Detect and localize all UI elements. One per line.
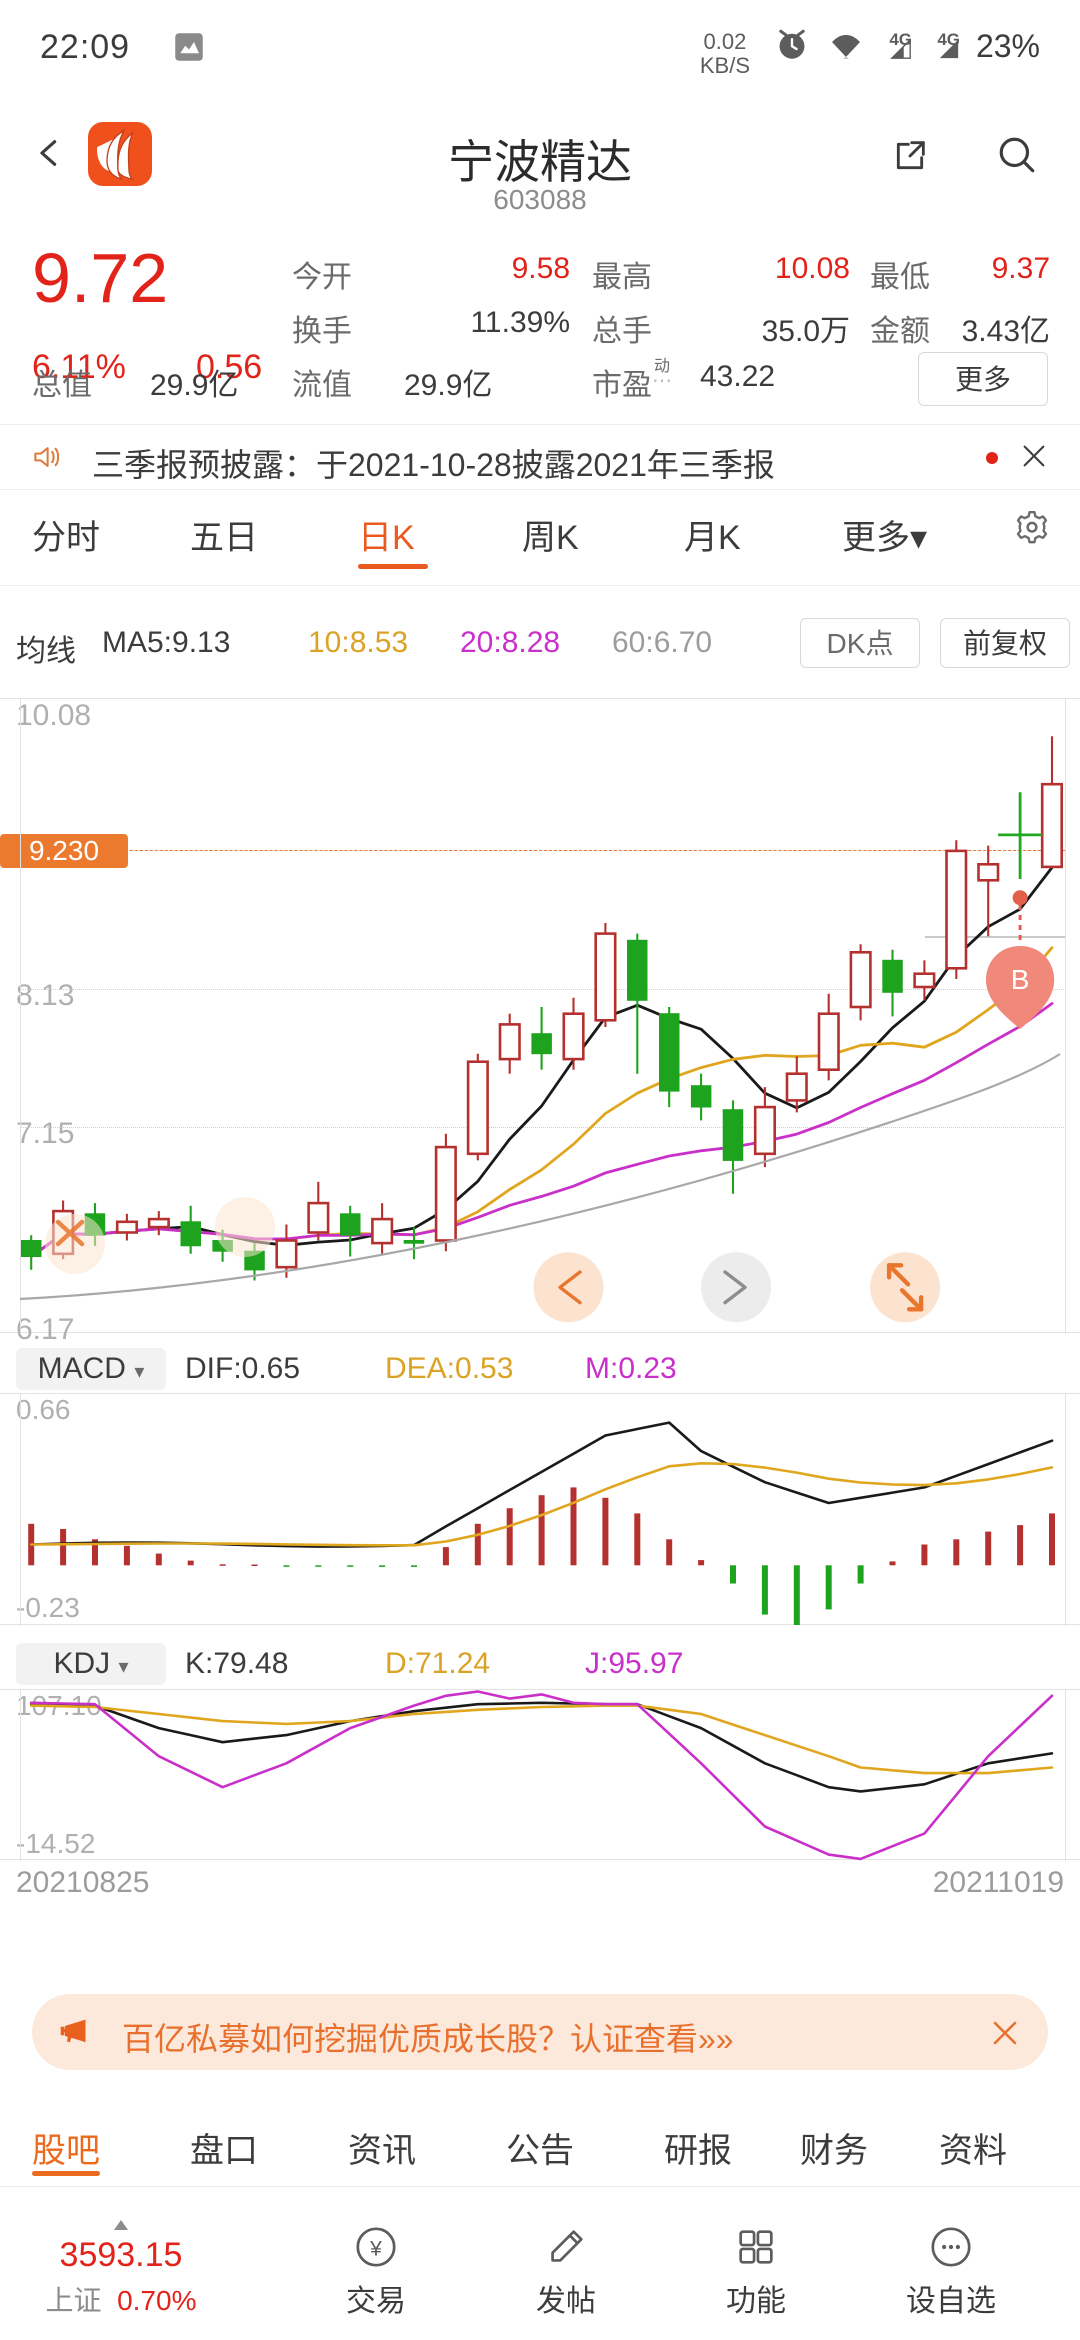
svg-text:B: B	[1011, 964, 1030, 995]
svg-text:¥: ¥	[369, 2238, 382, 2261]
